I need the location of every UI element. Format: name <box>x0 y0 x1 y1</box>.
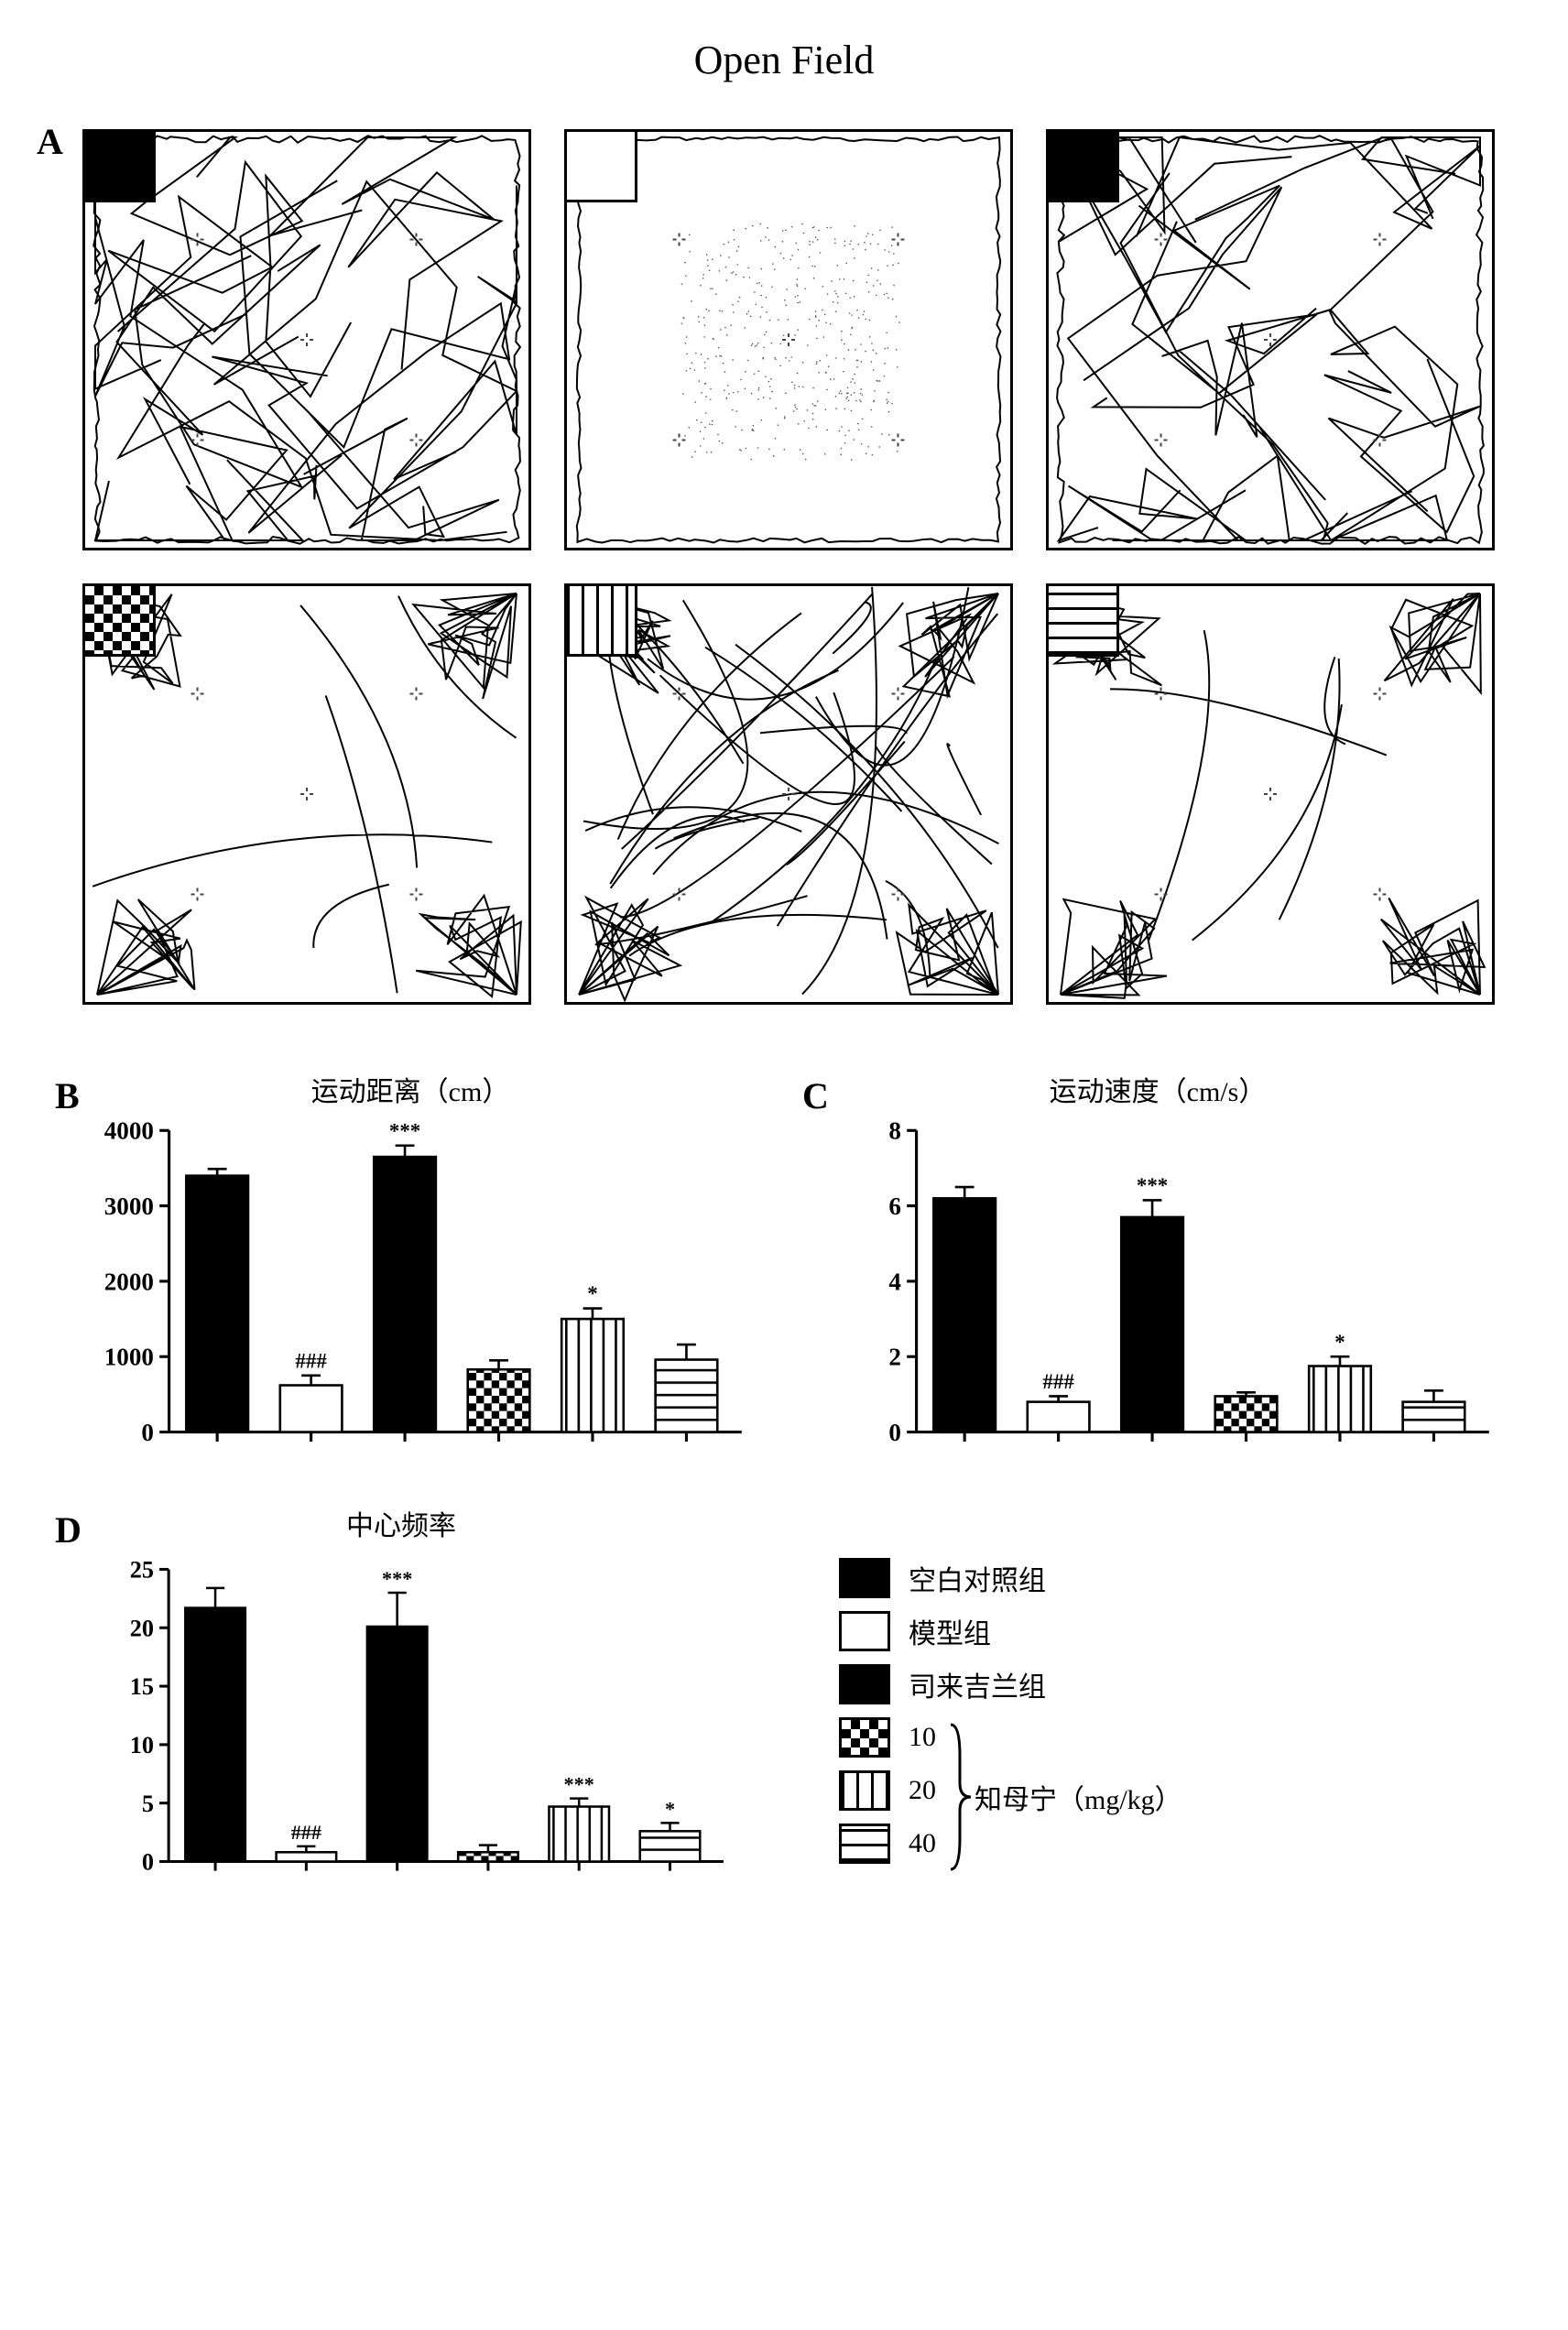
panel-c-label: C <box>802 1074 829 1117</box>
svg-text:2000: 2000 <box>104 1268 154 1295</box>
legend-swatch <box>839 1770 890 1811</box>
svg-text:*: * <box>587 1282 597 1305</box>
track-legend-swatch <box>564 129 637 202</box>
svg-text:4000: 4000 <box>104 1117 154 1145</box>
legend-swatch <box>839 1717 890 1758</box>
svg-text:***: *** <box>382 1567 412 1590</box>
track-plot <box>1046 583 1495 1005</box>
panel-d-label: D <box>55 1508 82 1552</box>
track-legend-swatch <box>1046 129 1119 202</box>
legend: 空白对照组模型组司来吉兰组 10 20 40 知母宁（mg/kg） <box>802 1503 1495 1900</box>
track-legend-swatch <box>564 583 637 657</box>
legend-label: 司来吉兰组 <box>909 1664 1046 1704</box>
figure-title: Open Field <box>73 37 1495 83</box>
chart-c-title: 运动速度（cm/s） <box>821 1069 1495 1109</box>
legend-item: 10 <box>839 1717 936 1758</box>
track-legend-swatch <box>82 583 156 657</box>
svg-text:2: 2 <box>888 1344 901 1371</box>
panel-b-label: B <box>55 1074 80 1117</box>
panel-a: A <box>73 129 1495 1005</box>
panel-a-label: A <box>37 120 63 163</box>
chart-b-title: 运动距离（cm） <box>73 1069 747 1109</box>
svg-text:0: 0 <box>888 1419 901 1446</box>
track-legend-swatch <box>82 129 156 202</box>
svg-text:3000: 3000 <box>104 1192 154 1220</box>
svg-text:1000: 1000 <box>104 1344 154 1371</box>
svg-text:5: 5 <box>142 1791 154 1817</box>
panel-c: C 运动速度（cm/s） 02468###**** <box>821 1069 1495 1466</box>
legend-swatch <box>839 1611 890 1651</box>
svg-text:*: * <box>1334 1331 1345 1354</box>
legend-label: 模型组 <box>909 1611 991 1651</box>
svg-text:###: ### <box>1042 1370 1074 1393</box>
svg-text:***: *** <box>389 1119 420 1142</box>
svg-text:*: * <box>665 1797 675 1820</box>
svg-text:20: 20 <box>130 1615 154 1641</box>
svg-text:###: ### <box>295 1349 327 1372</box>
svg-text:***: *** <box>564 1773 594 1796</box>
track-plot <box>82 583 531 1005</box>
svg-text:0: 0 <box>142 1849 154 1876</box>
track-plot <box>1046 129 1495 550</box>
chart-d-title: 中心频率 <box>73 1503 729 1543</box>
legend-item: 空白对照组 <box>839 1558 1495 1598</box>
legend-item: 20 <box>839 1770 936 1811</box>
legend-item: 司来吉兰组 <box>839 1664 1495 1704</box>
legend-label: 空白对照组 <box>909 1558 1046 1598</box>
svg-text:10: 10 <box>130 1732 154 1758</box>
legend-swatch <box>839 1664 890 1704</box>
svg-text:8: 8 <box>888 1117 901 1145</box>
panel-d: D 中心频率 0510152025###******* <box>73 1503 729 1900</box>
svg-text:***: *** <box>1137 1174 1168 1197</box>
legend-item: 40 <box>839 1824 936 1864</box>
track-legend-swatch <box>1046 583 1119 657</box>
svg-text:25: 25 <box>130 1557 154 1584</box>
svg-text:0: 0 <box>141 1419 154 1446</box>
legend-label: 20 <box>909 1775 936 1806</box>
svg-text:###: ### <box>291 1821 321 1844</box>
legend-group-label: 知母宁（mg/kg） <box>975 1777 1182 1817</box>
track-plot <box>82 129 531 550</box>
legend-swatch <box>839 1558 890 1598</box>
panel-b: B 运动距离（cm） 01000200030004000###**** <box>73 1069 747 1466</box>
legend-item: 模型组 <box>839 1611 1495 1651</box>
svg-text:6: 6 <box>888 1192 901 1220</box>
svg-text:4: 4 <box>888 1268 901 1295</box>
track-plot <box>564 129 1013 550</box>
legend-swatch <box>839 1824 890 1864</box>
track-plot <box>564 583 1013 1005</box>
legend-label: 10 <box>909 1722 936 1753</box>
legend-label: 40 <box>909 1828 936 1859</box>
svg-text:15: 15 <box>130 1673 154 1700</box>
